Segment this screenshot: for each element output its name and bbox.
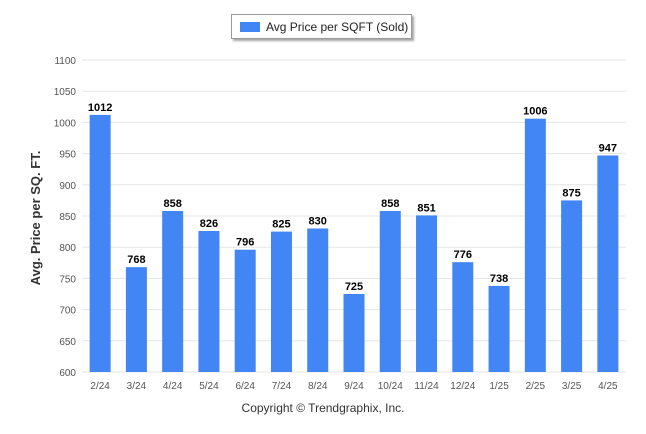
x-tick-label: 8/24 xyxy=(308,381,328,392)
bar-9-24[interactable] xyxy=(343,294,365,372)
x-tick-label: 3/24 xyxy=(127,381,147,392)
x-tick-label: 10/24 xyxy=(378,381,403,392)
bar-12-24[interactable] xyxy=(452,262,474,372)
x-tick-label: 6/24 xyxy=(235,381,255,392)
legend-swatch xyxy=(240,22,260,32)
y-tick-label: 1000 xyxy=(54,118,77,129)
data-label: 1012 xyxy=(88,102,112,114)
data-label: 826 xyxy=(200,218,218,230)
bar-4-25[interactable] xyxy=(597,155,619,372)
data-label: 738 xyxy=(490,273,508,285)
data-label: 776 xyxy=(454,249,472,261)
bar-5-24[interactable] xyxy=(198,230,220,372)
legend-label: Avg Price per SQFT (Sold) xyxy=(266,20,409,34)
x-tick-label: 4/25 xyxy=(598,381,618,392)
data-label: 725 xyxy=(345,281,363,293)
x-tick-label: 5/24 xyxy=(199,381,219,392)
y-tick-label: 600 xyxy=(59,368,76,379)
x-axis-ticks: 2/24 3/24 4/24 5/24 6/24 7/24 8/24 9/24 10/24 11/… xyxy=(90,381,618,392)
data-label: 825 xyxy=(272,219,290,231)
data-label: 858 xyxy=(381,198,399,210)
x-tick-label: 3/25 xyxy=(562,381,582,392)
x-tick-label: 11/24 xyxy=(414,381,439,392)
data-label: 875 xyxy=(562,187,580,199)
legend[interactable]: Avg Price per SQFT (Sold) xyxy=(231,14,412,39)
x-tick-label: 9/24 xyxy=(344,381,364,392)
data-label: 796 xyxy=(236,237,254,249)
bar-4-24[interactable] xyxy=(162,211,184,372)
x-tick-label: 2/24 xyxy=(90,381,110,392)
bar-3-25[interactable] xyxy=(561,200,583,372)
x-tick-label: 4/24 xyxy=(163,381,183,392)
bar-6-24[interactable] xyxy=(234,249,256,372)
bar-2-25[interactable] xyxy=(524,118,546,372)
data-label: 830 xyxy=(309,215,327,227)
bar-7-24[interactable] xyxy=(270,231,292,372)
bars: 1012 768 858 826 796 825 830 725 858 851 776 738 100… xyxy=(88,102,619,373)
data-label: 768 xyxy=(127,254,145,266)
x-tick-label: 2/25 xyxy=(526,381,546,392)
bar-11-24[interactable] xyxy=(416,215,438,372)
y-tick-label: 1050 xyxy=(54,87,77,98)
bar-1-25[interactable] xyxy=(488,285,510,372)
data-label: 858 xyxy=(163,198,181,210)
bar-2-24[interactable] xyxy=(89,114,111,373)
y-tick-label: 950 xyxy=(59,150,76,161)
bar-8-24[interactable] xyxy=(307,228,329,372)
y-tick-label: 900 xyxy=(59,181,76,192)
data-label: 1006 xyxy=(523,106,547,118)
y-axis-ticks: 600 650 700 750 800 850 900 950 1000 1050 1100 xyxy=(54,56,77,379)
data-label: 851 xyxy=(417,202,435,214)
y-axis-label: Avg. Price per SQ. FT. xyxy=(28,151,43,286)
x-tick-label: 12/24 xyxy=(450,381,475,392)
bar-10-24[interactable] xyxy=(379,211,401,372)
y-tick-label: 650 xyxy=(59,337,76,348)
y-tick-label: 750 xyxy=(59,274,76,285)
y-tick-label: 850 xyxy=(59,212,76,223)
x-tick-label: 1/25 xyxy=(489,381,509,392)
y-tick-label: 1100 xyxy=(54,56,76,67)
bar-3-24[interactable] xyxy=(125,267,147,372)
y-tick-label: 700 xyxy=(59,306,76,317)
data-label: 947 xyxy=(599,142,617,154)
y-tick-label: 800 xyxy=(59,243,76,254)
x-tick-label: 7/24 xyxy=(272,381,292,392)
copyright-footer: Copyright © Trendgraphix, Inc. xyxy=(241,401,405,415)
